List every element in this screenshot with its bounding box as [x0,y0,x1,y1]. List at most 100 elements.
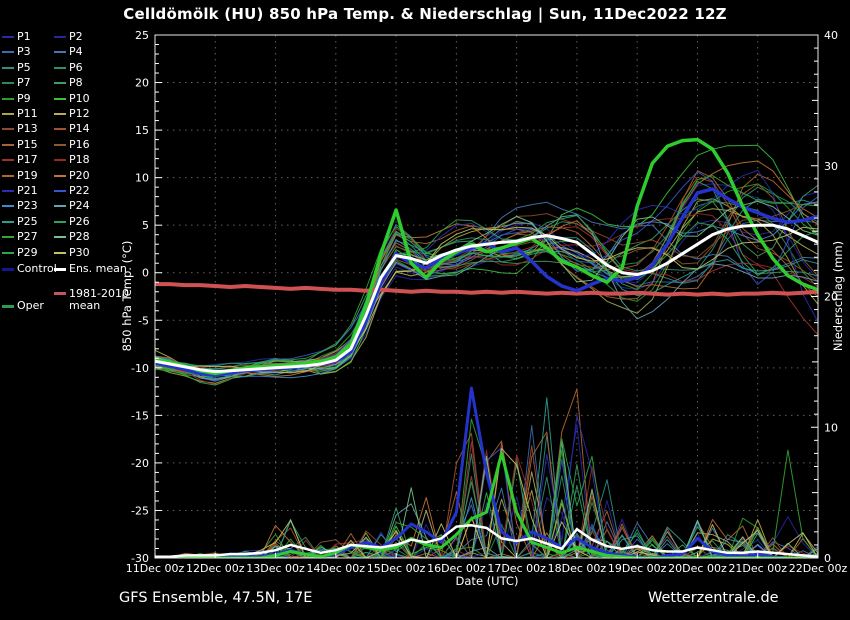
legend-item-p27-swatch [2,236,14,239]
legend-item-p29: P29 [2,246,38,260]
series-precip-oper [155,451,818,558]
member-temp-27 [155,175,818,374]
legend-item-p2-swatch [54,36,66,38]
x-axis-label: Date (UTC) [456,574,519,588]
legend-item-p4: P4 [54,45,83,59]
plot-frame [154,34,819,559]
legend-item-control-swatch [2,267,14,271]
legend-item-p24: P24 [54,199,90,213]
legend-item-p20-label: P20 [69,168,90,182]
x-tick-label: 12Dec 00z [186,562,245,575]
legend-item-p21: P21 [2,184,38,198]
legend-item-p18: P18 [54,153,90,167]
legend-item-p7-label: P7 [17,76,31,90]
legend-item-p30-label: P30 [69,245,90,259]
legend-item-p4-swatch [54,51,66,54]
legend-item-p13-label: P13 [17,122,38,136]
legend-item-p17: P17 [2,153,38,167]
legend-item-p9: P9 [2,92,31,106]
member-temp-9 [155,183,818,376]
legend-item-p3-label: P3 [17,45,31,59]
legend-item-p18-swatch [54,159,66,162]
x-tick-label: 19Dec 00z [608,562,667,575]
x-tick-label: 16Dec 00z [427,562,486,575]
legend-item-p9-label: P9 [17,91,31,105]
member-precip-19 [155,388,818,558]
member-temp-2 [155,183,818,371]
x-tick-label: 21Dec 00z [728,562,787,575]
member-precip-21 [155,414,818,558]
legend-item-p20: P20 [54,169,90,183]
legend-item-p16: P16 [54,138,90,152]
legend-item-p20-swatch [54,174,66,177]
legend-item-p26-label: P26 [69,214,90,228]
legend-item-p26: P26 [54,215,90,229]
y-left-tick-label: -30 [131,552,149,565]
series-temp-oper [155,137,818,376]
legend-item-p10-swatch [54,97,66,100]
chart-title: Celldömölk (HU) 850 hPa Temp. & Niedersc… [123,5,727,23]
y-right-tick-label: 40 [824,29,838,42]
legend-item-p16-label: P16 [69,137,90,151]
legend-item-p18-label: P18 [69,153,90,167]
series-precip-ens-mean [155,524,818,558]
legend-item-ens-mean-label: Ens. mean [69,262,127,275]
series-precip-control [155,386,818,558]
legend-item-p11-swatch [2,113,14,115]
legend-item-p21-label: P21 [17,184,38,197]
x-tick-label: 18Dec 00z [548,562,607,575]
y-left-tick-label: -10 [131,362,149,375]
chart-generated: 2520151050-5-10-15-20-25-3040302010011De… [126,29,848,575]
legend-item-oper-swatch [2,304,14,308]
legend-item-p2: P2 [54,30,83,44]
model-info: GFS Ensemble, 47.5N, 17E [119,590,313,606]
legend-item-p19: P19 [2,169,38,183]
legend-item-p12-label: P12 [69,107,90,120]
member-temp-10 [155,144,818,378]
x-tick-label: 20Dec 00z [668,562,727,575]
watermark: Wetterzentrale.de [648,590,779,606]
legend-item-p29-swatch [2,251,14,254]
member-temp-30 [155,226,818,374]
member-temp-25 [155,230,818,379]
y-left-tick-label: 20 [135,77,149,90]
legend-item-oper: Oper [2,299,44,313]
legend-item-p5: P5 [2,61,31,75]
legend-item-p22-swatch [54,190,66,192]
legend-item-climate-mean-swatch [54,292,66,295]
member-temp-7 [155,201,818,368]
y-left-tick-label: 5 [142,219,149,232]
legend-item-p5-swatch [2,66,14,69]
legend-item-p17-label: P17 [17,153,38,167]
legend-item-p29-label: P29 [17,245,38,259]
legend: P1 P2 P3 P4 P5 P6 P7 P8 P9 P10 P11 P12 P13 P14 P15 P16 P… [2,30,162,330]
series-temp-climate-mean [155,282,818,297]
legend-item-p14-swatch [54,128,66,131]
legend-item-climate-mean: 1981-2010 mean [54,288,139,311]
y-left-tick-label: 10 [135,172,149,185]
y-right-tick-labels: 40 30 20 10 0 [824,29,838,565]
legend-item-p23: P23 [2,199,38,213]
series-temp-control [155,187,818,378]
legend-item-p23-label: P23 [17,199,38,213]
legend-item-p24-swatch [54,205,66,208]
x-tick-label: 14Dec 00z [307,562,366,575]
y-left-tick-labels: 25 20 15 10 5 0 -5 -10 -15 -20 -25 -30 [131,29,149,565]
legend-item-p2-label: P2 [69,30,83,43]
legend-item-p22: P22 [54,184,90,198]
gridlines [155,35,818,558]
series-temp-ens-mean [155,223,818,374]
legend-item-p25: P25 [2,215,38,229]
axis-ticks [154,44,819,558]
legend-item-p16-swatch [54,143,66,146]
legend-item-p14-label: P14 [69,122,90,136]
member-precip-20 [155,497,818,558]
legend-item-p14: P14 [54,122,90,136]
legend-item-p7-swatch [2,82,14,85]
legend-item-p4-label: P4 [69,45,83,59]
member-precip-30 [155,448,818,558]
member-temp-8 [155,184,818,374]
legend-item-climate-mean-label: 1981-2010 mean [69,287,129,312]
